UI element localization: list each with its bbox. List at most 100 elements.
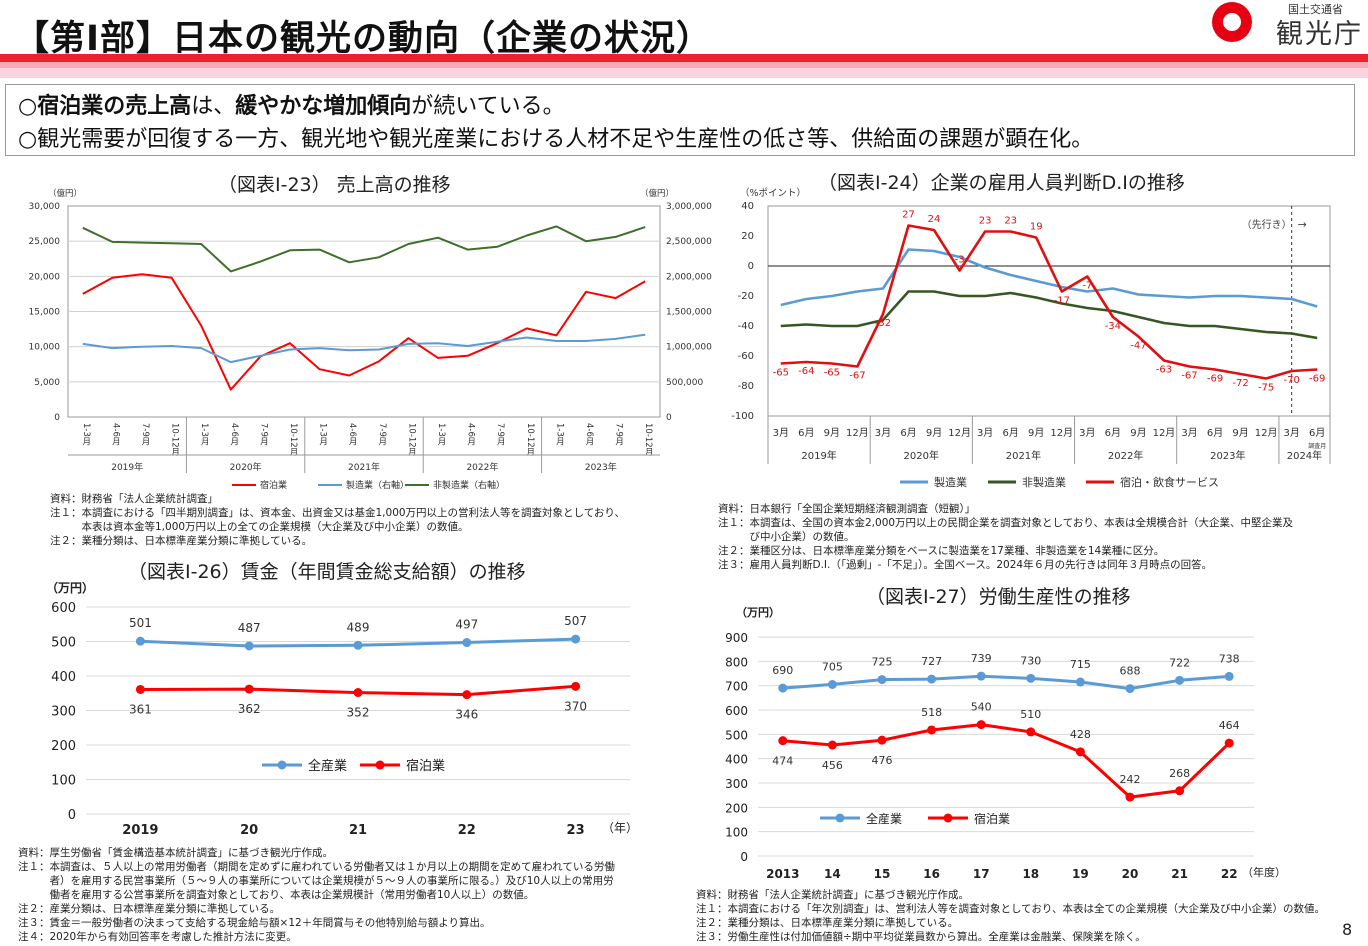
series-line-全産業 xyxy=(782,674,1230,691)
page-title: 【第Ⅰ部】日本の観光の動向（企業の状況） xyxy=(14,19,713,59)
y-tick-left: 30,000 xyxy=(29,202,61,212)
y-tick-label: -20 xyxy=(738,291,754,302)
legend-label: 製造業（右軸） xyxy=(346,479,409,491)
data-label: 370 xyxy=(564,699,587,713)
data-point xyxy=(353,688,363,698)
summary-emphasis-2: 緩やかな増加傾向 xyxy=(235,94,412,119)
y-tick-label: 900 xyxy=(725,631,748,645)
data-label: 428 xyxy=(1070,728,1091,741)
y-tick-right: 2,500,000 xyxy=(666,237,712,247)
wage-chart: 0 100 200 300 400 500 600 （万円） 501 487 489 497 507 36… xyxy=(46,580,638,838)
data-label: 688 xyxy=(1120,665,1141,678)
summary-text: は、 xyxy=(191,94,236,119)
data-label: 476 xyxy=(872,754,893,767)
data-label: 474 xyxy=(772,755,793,768)
x-tick-label: 1-3月 xyxy=(318,423,328,446)
notes-prod: 資料：財務省「法人企業統計調査」に基づき観光庁作成。 注１：本調査における「年次… xyxy=(696,888,1325,944)
x-tick-label: 12月 xyxy=(1255,427,1278,439)
data-point xyxy=(877,675,887,685)
x-tick-label: 4-6月 xyxy=(110,423,120,446)
prod-chart: 0 100 200 300 400 500 600 700 800 900 （万円） 690 705 72… xyxy=(725,606,1286,881)
data-label: 725 xyxy=(872,656,893,669)
data-point xyxy=(877,735,887,745)
y-tick-label: 40 xyxy=(741,201,754,212)
note-line: 資料：厚生労働省「賃金構造基本統計調査」に基づき観光庁作成。 xyxy=(18,847,333,859)
y-tick-label: 0 xyxy=(740,850,748,864)
x-tick-label: 7-9月 xyxy=(495,423,505,446)
chart-title-prod: （図表Ⅰ-27）労働生産性の推移 xyxy=(866,586,1131,608)
data-point xyxy=(1026,673,1036,683)
data-point xyxy=(1224,671,1234,681)
y-tick-right: 2,000,000 xyxy=(666,272,712,282)
note-line: 注３：雇用人員判断D.I.（「過剰」-「不足」）。全国ベース。2024年６月の先… xyxy=(718,559,1213,571)
x-tick-label: 3月 xyxy=(977,427,993,439)
data-point xyxy=(462,690,472,700)
unit-label: （万円） xyxy=(46,580,94,595)
note-line: 注２：業種分類は、日本標準産業分類に準拠している。 xyxy=(696,917,959,929)
data-label: -3 xyxy=(955,255,965,266)
x-tick-label: 3月 xyxy=(773,427,789,439)
x-tick-label: 12月 xyxy=(948,427,971,439)
data-label: 27 xyxy=(902,210,915,221)
series-line-宿泊業 xyxy=(82,273,646,391)
data-label: 242 xyxy=(1120,773,1141,786)
y-tick-right: 0 xyxy=(666,413,672,423)
data-label: 23 xyxy=(979,216,992,227)
chart-title-wage: （図表Ⅰ-26）賃金（年間賃金総支給額）の推移 xyxy=(128,561,526,583)
y-tick-label: 400 xyxy=(725,753,748,767)
x-tick-label: 6月 xyxy=(1002,427,1018,439)
logo-mark-icon xyxy=(1212,2,1252,42)
x-tick-label: 6月 xyxy=(798,427,814,439)
series-line-宿泊業 xyxy=(782,723,1231,799)
y-tick-label: 100 xyxy=(51,774,76,789)
y-tick-label: 100 xyxy=(725,826,748,840)
x-tick-label: 1-3月 xyxy=(81,423,91,446)
x-tick-label: 2013 xyxy=(766,867,799,881)
x-tick-label: 9月 xyxy=(926,427,942,439)
unit-right: （億円） xyxy=(640,188,674,199)
chart-title-di: （図表Ⅰ-24）企業の雇用人員判断D.Iの推移 xyxy=(818,172,1185,194)
data-label: -69 xyxy=(1309,374,1325,385)
year-label: 2024年 xyxy=(1287,449,1322,462)
x-tick-label: 12月 xyxy=(1050,427,1073,439)
sales-chart: 0 0 5,000 500,000 10,000 1,000,000 15,000 1,500… xyxy=(29,188,713,491)
x-tick-label: 1-3月 xyxy=(554,423,564,446)
x-tick-label: 10-12月 xyxy=(288,423,298,457)
y-tick-left: 25,000 xyxy=(29,237,61,247)
note-line: 注１：本調査における「四半期別調査」は、資本金、出資金又は基金1,000万円以上… xyxy=(50,507,626,519)
y-tick-right: 3,000,000 xyxy=(666,202,712,212)
data-point xyxy=(927,725,937,735)
y-tick-label: 20 xyxy=(741,231,754,242)
data-label: 722 xyxy=(1169,656,1190,669)
y-tick-label: 0 xyxy=(68,808,76,823)
x-sub-label: 調査月 xyxy=(1308,442,1326,450)
data-label: 738 xyxy=(1219,652,1240,665)
y-tick-right: 500,000 xyxy=(666,378,703,388)
x-unit-label: （年） xyxy=(602,821,638,835)
x-tick-label: 10-12月 xyxy=(170,423,180,457)
data-point xyxy=(1224,738,1234,748)
y-tick-label: 600 xyxy=(51,601,76,616)
x-tick-label: 12月 xyxy=(1153,427,1176,439)
x-tick-label: 3月 xyxy=(1283,427,1299,439)
x-tick-label: 9月 xyxy=(1130,427,1146,439)
data-label: 346 xyxy=(455,708,478,722)
x-tick-label: 14 xyxy=(824,867,841,881)
y-tick-label: 300 xyxy=(725,777,748,791)
data-label: 361 xyxy=(129,702,152,716)
note-line: び中小企業）の数値。 xyxy=(718,531,855,543)
x-tick-label: 20 xyxy=(240,823,258,838)
note-line: 注４：2020年から有効回答率を考慮した推計方法に変更。 xyxy=(18,931,297,943)
summary-emphasis-1: 宿泊業の売上高 xyxy=(37,94,192,119)
y-tick-label: -40 xyxy=(738,321,754,332)
data-label: 507 xyxy=(564,614,587,628)
notes-sales: 資料：財務省「法人企業統計調査」 注１：本調査における「四半期別調査」は、資本金… xyxy=(50,492,625,548)
data-label: -17 xyxy=(1054,296,1070,307)
y-tick-label: -60 xyxy=(738,351,754,362)
y-tick-left: 20,000 xyxy=(29,272,61,282)
data-label: -72 xyxy=(1232,378,1248,389)
summary-line-1: ○宿泊業の売上高は、緩やかな増加傾向が続いている。 xyxy=(18,88,565,120)
data-point xyxy=(827,679,837,689)
y-tick-label: 200 xyxy=(51,739,76,754)
data-label: 510 xyxy=(1020,708,1041,721)
